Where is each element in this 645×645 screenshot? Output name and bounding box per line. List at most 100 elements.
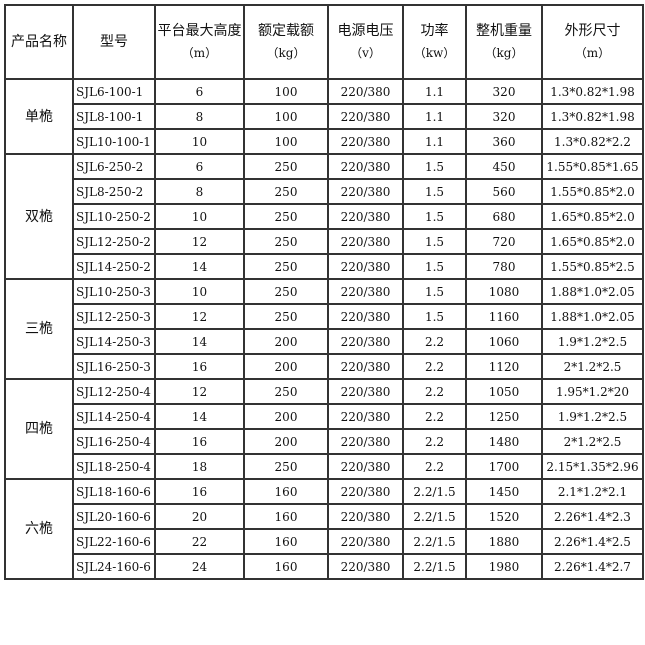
cell-power: 2.2/1.5 bbox=[402, 503, 467, 530]
cell-dimensions: 1.65*0.85*2.0 bbox=[541, 203, 644, 230]
cell-rated-load: 160 bbox=[243, 503, 329, 530]
cell-weight: 1700 bbox=[465, 453, 543, 480]
cell-model: SJL8-100-1 bbox=[72, 103, 156, 130]
cell-weight: 1450 bbox=[465, 478, 543, 505]
header-voltage: 电源电压 （v） bbox=[327, 4, 404, 80]
cell-power: 2.2 bbox=[402, 328, 467, 355]
header-power: 功率 （kw） bbox=[402, 4, 467, 80]
cell-weight: 1060 bbox=[465, 328, 543, 355]
cell-max-height: 10 bbox=[154, 128, 245, 155]
header-label: 额定载额 bbox=[258, 23, 314, 39]
cell-voltage: 220/380 bbox=[327, 128, 404, 155]
cell-max-height: 16 bbox=[154, 478, 245, 505]
cell-dimensions: 2.26*1.4*2.5 bbox=[541, 528, 644, 555]
cell-dimensions: 1.55*0.85*2.5 bbox=[541, 253, 644, 280]
cell-model: SJL10-250-3 bbox=[72, 278, 156, 305]
cell-dimensions: 1.55*0.85*1.65 bbox=[541, 153, 644, 180]
cell-model: SJL18-250-4 bbox=[72, 453, 156, 480]
cell-model: SJL14-250-3 bbox=[72, 328, 156, 355]
cell-weight: 1880 bbox=[465, 528, 543, 555]
cell-dimensions: 1.9*1.2*2.5 bbox=[541, 403, 644, 430]
table-row: SJL20-160-6 20 160 220/380 2.2/1.5 1520 2.26*1… bbox=[5, 503, 644, 530]
table-row: SJL16-250-3 16 200 220/380 2.2 1120 2*1.2*2.5 bbox=[5, 353, 644, 380]
cell-voltage: 220/380 bbox=[327, 303, 404, 330]
cell-voltage: 220/380 bbox=[327, 103, 404, 130]
cell-rated-load: 100 bbox=[243, 103, 329, 130]
cell-weight: 1250 bbox=[465, 403, 543, 430]
table-row: SJL8-250-2 8 250 220/380 1.5 560 1.55*0.85*2.0 bbox=[5, 178, 644, 205]
header-label: 功率 bbox=[420, 23, 449, 39]
cell-power: 1.1 bbox=[402, 103, 467, 130]
cell-max-height: 8 bbox=[154, 178, 245, 205]
cell-dimensions: 2*1.2*2.5 bbox=[541, 353, 644, 380]
cell-dimensions: 1.65*0.85*2.0 bbox=[541, 228, 644, 255]
table-row: SJL14-250-4 14 200 220/380 2.2 1250 1.9*1.2*2.… bbox=[5, 403, 644, 430]
cell-power: 1.5 bbox=[402, 228, 467, 255]
cell-max-height: 12 bbox=[154, 228, 245, 255]
cell-model: SJL12-250-4 bbox=[72, 378, 156, 405]
cell-voltage: 220/380 bbox=[327, 428, 404, 455]
cell-weight: 1120 bbox=[465, 353, 543, 380]
cell-model: SJL12-250-2 bbox=[72, 228, 156, 255]
cell-model: SJL14-250-4 bbox=[72, 403, 156, 430]
cell-voltage: 220/380 bbox=[327, 228, 404, 255]
cell-max-height: 24 bbox=[154, 553, 245, 580]
cell-rated-load: 200 bbox=[243, 328, 329, 355]
header-unit: （m） bbox=[574, 46, 611, 60]
cell-model: SJL24-160-6 bbox=[72, 553, 156, 580]
cell-voltage: 220/380 bbox=[327, 553, 404, 580]
table-row: SJL24-160-6 24 160 220/380 2.2/1.5 1980 2.26*1… bbox=[5, 553, 644, 580]
cell-dimensions: 2.26*1.4*2.7 bbox=[541, 553, 644, 580]
cell-model: SJL16-250-3 bbox=[72, 353, 156, 380]
cell-weight: 360 bbox=[465, 128, 543, 155]
cell-power: 1.5 bbox=[402, 178, 467, 205]
cell-dimensions: 2.26*1.4*2.3 bbox=[541, 503, 644, 530]
cell-dimensions: 1.88*1.0*2.05 bbox=[541, 303, 644, 330]
table-row: SJL18-250-4 18 250 220/380 2.2 1700 2.15*1.35*… bbox=[5, 453, 644, 480]
cell-max-height: 16 bbox=[154, 353, 245, 380]
table-row: SJL22-160-6 22 160 220/380 2.2/1.5 1880 2.26*1… bbox=[5, 528, 644, 555]
cell-model: SJL6-250-2 bbox=[72, 153, 156, 180]
product-group-name: 三桅 bbox=[4, 278, 74, 380]
cell-dimensions: 2*1.2*2.5 bbox=[541, 428, 644, 455]
header-rated-load: 额定载额 （kg） bbox=[243, 4, 329, 80]
cell-dimensions: 1.3*0.82*1.98 bbox=[541, 103, 644, 130]
cell-voltage: 220/380 bbox=[327, 478, 404, 505]
header-label: 外形尺寸 bbox=[564, 23, 621, 39]
cell-power: 2.2 bbox=[402, 378, 467, 405]
table-row: SJL12-250-2 12 250 220/380 1.5 720 1.65*0.85*2… bbox=[5, 228, 644, 255]
cell-power: 1.5 bbox=[402, 203, 467, 230]
cell-voltage: 220/380 bbox=[327, 353, 404, 380]
header-unit: （v） bbox=[350, 46, 381, 60]
table-row: SJL12-250-3 12 250 220/380 1.5 1160 1.88*1.0*2… bbox=[5, 303, 644, 330]
table-row: SJL10-250-2 10 250 220/380 1.5 680 1.65*0.85*2… bbox=[5, 203, 644, 230]
cell-model: SJL16-250-4 bbox=[72, 428, 156, 455]
cell-voltage: 220/380 bbox=[327, 503, 404, 530]
table-row: SJL14-250-3 14 200 220/380 2.2 1060 1.9*1.2*2.… bbox=[5, 328, 644, 355]
cell-max-height: 6 bbox=[154, 78, 245, 105]
cell-dimensions: 1.95*1.2*20 bbox=[541, 378, 644, 405]
cell-max-height: 20 bbox=[154, 503, 245, 530]
cell-rated-load: 100 bbox=[243, 128, 329, 155]
cell-weight: 1980 bbox=[465, 553, 543, 580]
header-weight: 整机重量 （kg） bbox=[465, 4, 543, 80]
cell-voltage: 220/380 bbox=[327, 178, 404, 205]
cell-power: 1.5 bbox=[402, 278, 467, 305]
product-group-name: 单桅 bbox=[4, 78, 74, 155]
cell-rated-load: 250 bbox=[243, 228, 329, 255]
cell-max-height: 14 bbox=[154, 328, 245, 355]
cell-weight: 560 bbox=[465, 178, 543, 205]
spec-table: 产品名称 型号 平台最大高度 （m） 额定载额 （kg） 电源电压 （v） 功率 （kw） 整机重量… bbox=[4, 4, 644, 580]
cell-model: SJL14-250-2 bbox=[72, 253, 156, 280]
cell-weight: 1480 bbox=[465, 428, 543, 455]
cell-dimensions: 1.55*0.85*2.0 bbox=[541, 178, 644, 205]
cell-rated-load: 100 bbox=[243, 78, 329, 105]
cell-power: 1.1 bbox=[402, 78, 467, 105]
cell-power: 1.5 bbox=[402, 253, 467, 280]
header-label: 型号 bbox=[100, 34, 128, 50]
cell-rated-load: 250 bbox=[243, 278, 329, 305]
cell-max-height: 14 bbox=[154, 253, 245, 280]
cell-rated-load: 200 bbox=[243, 353, 329, 380]
cell-voltage: 220/380 bbox=[327, 203, 404, 230]
cell-weight: 1520 bbox=[465, 503, 543, 530]
